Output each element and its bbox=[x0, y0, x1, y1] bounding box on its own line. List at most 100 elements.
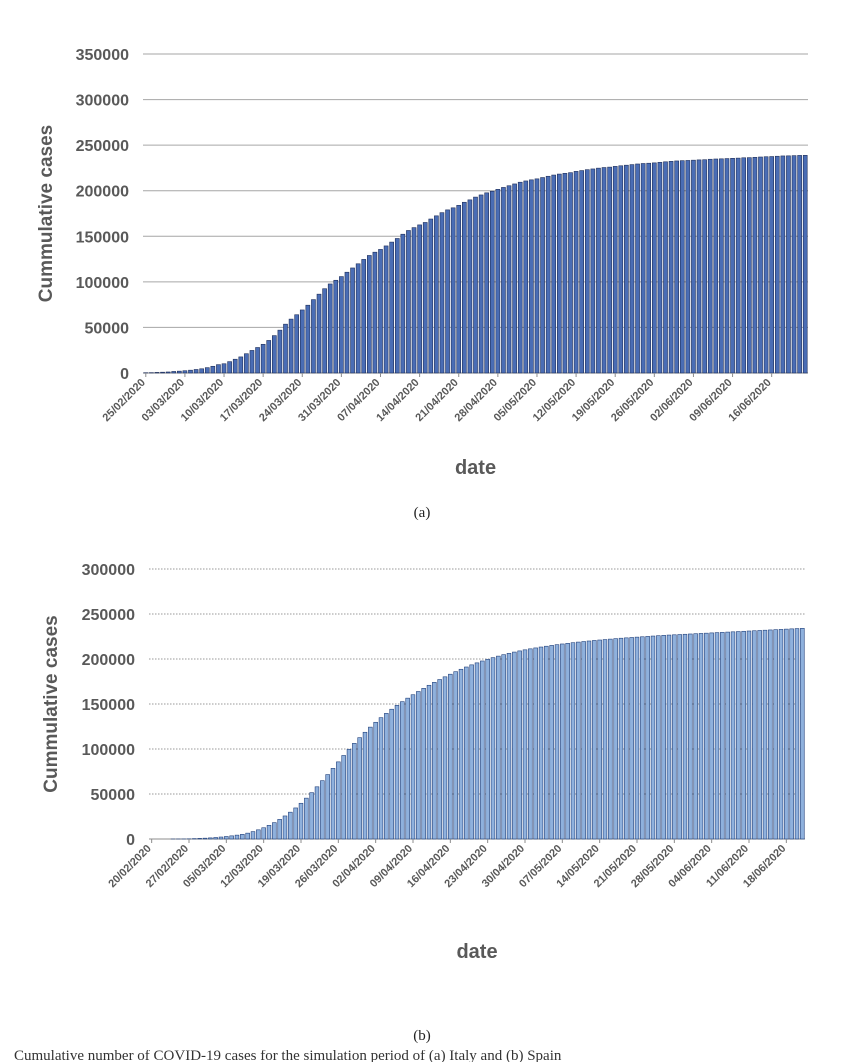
bar bbox=[741, 630, 746, 840]
x-axis-label: date bbox=[456, 941, 497, 963]
x-tick-label: 16/06/2020 bbox=[726, 377, 773, 424]
chart-panel-b: 0 50000 100000 150000 200000 250000 300000 20/0… bbox=[0, 548, 844, 1054]
bar bbox=[478, 194, 484, 374]
chart-panel-a: 0 50000 100000 150000 200000 250000 300000 3500… bbox=[0, 0, 844, 530]
y-tick-label: 200000 bbox=[82, 652, 135, 669]
bar bbox=[448, 673, 453, 840]
y-tick-label: 50000 bbox=[91, 787, 136, 804]
bar bbox=[245, 832, 250, 840]
bar bbox=[218, 836, 224, 840]
bar bbox=[266, 825, 272, 840]
bar bbox=[238, 356, 244, 374]
bar bbox=[496, 655, 501, 840]
bar bbox=[693, 633, 698, 840]
bar bbox=[557, 173, 562, 374]
figure-caption-a: (a) bbox=[413, 505, 431, 521]
bar bbox=[469, 664, 474, 840]
bar bbox=[682, 633, 688, 840]
bar bbox=[411, 227, 417, 374]
bar bbox=[294, 314, 299, 374]
bar bbox=[549, 645, 554, 840]
bar bbox=[789, 628, 794, 840]
bar bbox=[464, 666, 469, 840]
bar bbox=[261, 827, 266, 840]
bar bbox=[800, 628, 805, 840]
bar bbox=[298, 802, 304, 840]
bar bbox=[586, 640, 592, 840]
bar bbox=[656, 635, 661, 840]
bar bbox=[406, 230, 411, 374]
bar bbox=[752, 157, 758, 374]
bar bbox=[685, 160, 691, 374]
bar bbox=[696, 159, 702, 374]
bar bbox=[346, 748, 352, 840]
bar bbox=[778, 629, 784, 840]
bar bbox=[506, 653, 512, 840]
bar bbox=[618, 165, 624, 374]
bar bbox=[786, 155, 791, 374]
bar bbox=[666, 634, 672, 840]
bar bbox=[752, 630, 757, 840]
x-axis-label: date bbox=[455, 457, 496, 479]
bar bbox=[573, 171, 579, 374]
bar bbox=[450, 207, 456, 374]
bar bbox=[378, 717, 384, 840]
y-tick-label: 200000 bbox=[76, 184, 129, 201]
bar bbox=[368, 726, 373, 840]
bar bbox=[277, 329, 283, 374]
bar bbox=[554, 644, 560, 840]
bar bbox=[330, 768, 336, 840]
bar bbox=[590, 168, 596, 374]
bar bbox=[529, 179, 534, 374]
bar bbox=[534, 178, 540, 374]
bar bbox=[422, 222, 428, 374]
bar bbox=[618, 637, 624, 840]
bar bbox=[501, 187, 506, 374]
bar bbox=[165, 371, 171, 374]
bar bbox=[652, 162, 657, 374]
bar bbox=[453, 671, 458, 840]
bar bbox=[489, 190, 495, 374]
bar bbox=[309, 792, 314, 840]
bar bbox=[378, 249, 383, 374]
bar bbox=[339, 276, 344, 374]
bar bbox=[758, 156, 763, 374]
bar bbox=[698, 633, 704, 840]
bar bbox=[367, 255, 372, 374]
bar bbox=[260, 343, 266, 374]
bar bbox=[458, 668, 464, 840]
cumulative-cases-chart-b: 05000010000015000020000025000030000020/0… bbox=[41, 562, 805, 963]
bar bbox=[581, 641, 586, 840]
bar bbox=[730, 631, 736, 840]
bar bbox=[596, 167, 601, 374]
footer-caption-fragment: Cumulative number of COVID-19 cases for … bbox=[0, 1050, 844, 1062]
bar bbox=[780, 155, 786, 374]
bar bbox=[199, 368, 204, 374]
bar bbox=[645, 636, 650, 840]
y-tick-label: 0 bbox=[120, 366, 129, 383]
bar bbox=[544, 645, 549, 840]
bar bbox=[640, 636, 645, 840]
bar bbox=[249, 350, 255, 374]
y-tick-label: 0 bbox=[126, 832, 135, 849]
bar bbox=[336, 761, 341, 840]
bar bbox=[560, 643, 565, 840]
bar bbox=[794, 628, 800, 840]
bar bbox=[797, 155, 802, 374]
bar bbox=[602, 639, 608, 840]
bar bbox=[357, 737, 362, 840]
bar bbox=[746, 630, 752, 840]
bar bbox=[439, 212, 445, 374]
bar bbox=[533, 647, 538, 840]
bar bbox=[216, 364, 221, 374]
bar bbox=[522, 649, 528, 840]
bar bbox=[208, 837, 213, 840]
bar bbox=[672, 634, 677, 840]
bar bbox=[635, 163, 640, 374]
y-axis-label: Cummulative cases bbox=[36, 125, 57, 302]
bar bbox=[714, 632, 720, 840]
bar bbox=[389, 241, 394, 374]
bar bbox=[188, 369, 193, 374]
y-tick-label: 300000 bbox=[76, 93, 129, 110]
bar bbox=[691, 159, 696, 374]
